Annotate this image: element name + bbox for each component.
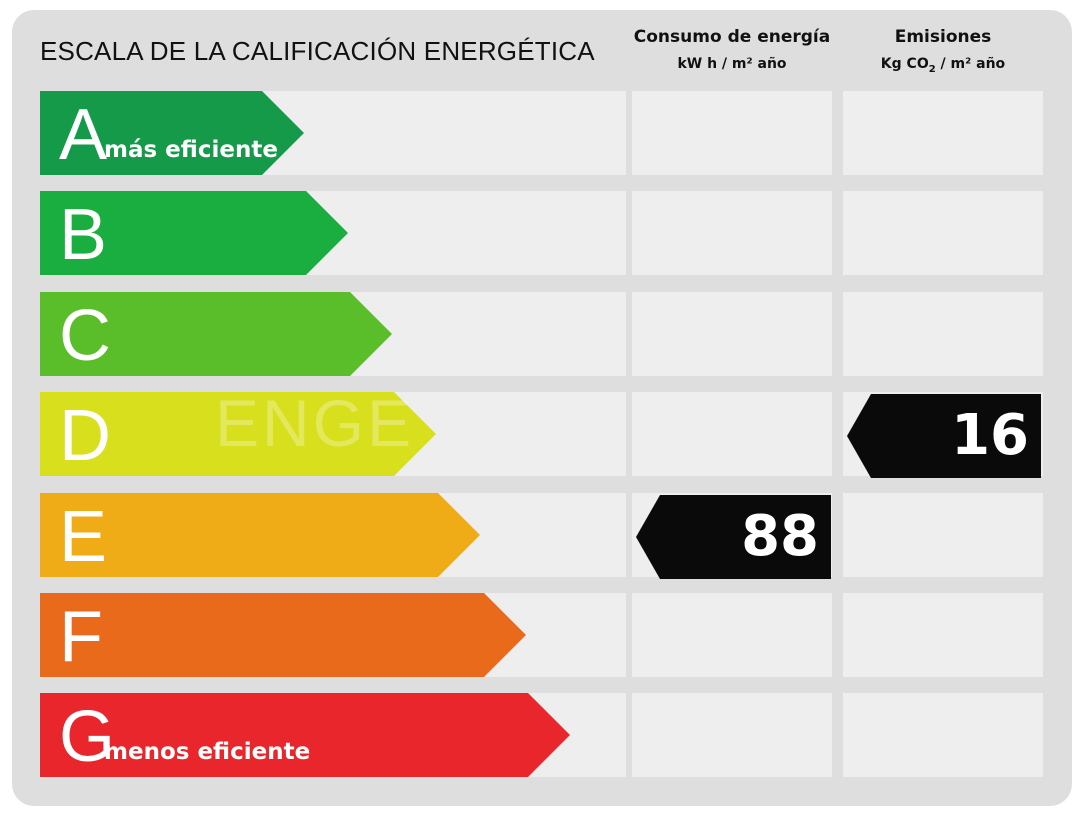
energy-cell (632, 693, 832, 777)
emissions-column-header: Emisiones Kg CO2 / m² año (843, 26, 1043, 80)
emissions-value-badge: 16 (847, 394, 1041, 478)
energy-cell (632, 292, 832, 376)
emissions-column-unit: Kg CO2 / m² año (880, 56, 1006, 75)
emissions-cell (843, 493, 1043, 577)
rating-note: menos eficiente (104, 739, 311, 765)
rating-letter: D (59, 396, 111, 476)
emissions-value: 16 (951, 403, 1029, 468)
rating-letter: E (59, 497, 108, 577)
emissions-column-title: Emisiones (894, 27, 992, 47)
energy-cell (632, 392, 832, 476)
emissions-cell (843, 292, 1043, 376)
emissions-cell (843, 693, 1043, 777)
label-title: ESCALA DE LA CALIFICACIÓN ENERGÉTICA (40, 36, 595, 66)
energy-column-unit: kW h / m² año (677, 56, 787, 72)
rating-letter: A (59, 95, 108, 175)
energy-column-title: Consumo de energía (633, 27, 831, 47)
rating-letter: B (59, 195, 108, 275)
rating-letter: C (59, 296, 111, 376)
rating-letter: G (59, 697, 116, 777)
emissions-cell (843, 593, 1043, 677)
energy-cell (632, 191, 832, 275)
energy-cell (632, 593, 832, 677)
rating-note: más eficiente (104, 137, 278, 163)
emissions-cell (843, 191, 1043, 275)
energy-value-badge: 88 (636, 495, 831, 579)
emissions-cell (843, 91, 1043, 175)
energy-value: 88 (741, 504, 819, 569)
rating-letter: F (59, 597, 103, 677)
energy-column-header: Consumo de energía kW h / m² año (632, 26, 832, 74)
energy-cell (632, 91, 832, 175)
